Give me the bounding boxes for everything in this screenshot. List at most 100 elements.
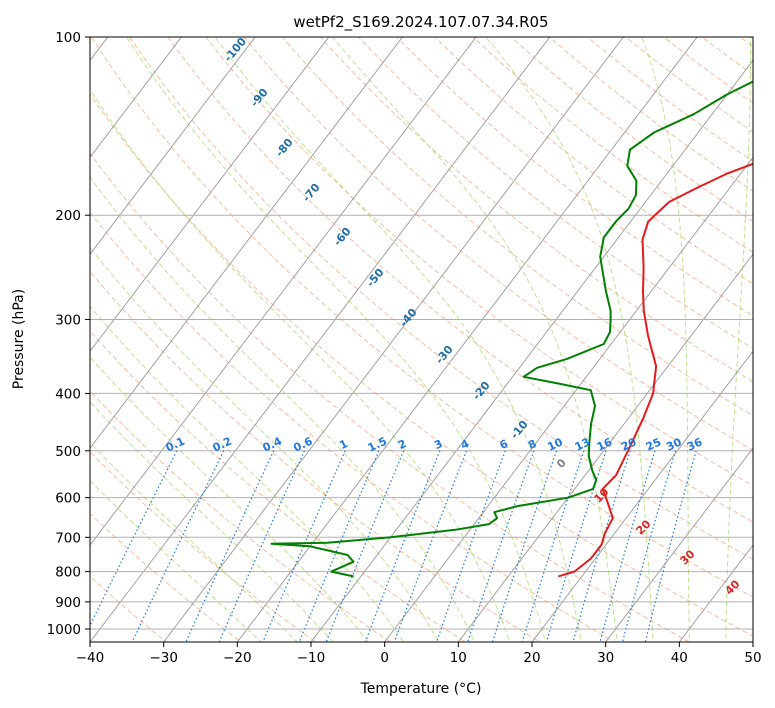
dry-adiabat-label: -90: [248, 86, 271, 110]
dry-adiabat-line: [90, 451, 317, 642]
x-tick-label: 30: [597, 650, 614, 666]
moist-adiabat-line: [90, 480, 262, 642]
isotherm-line: [90, 37, 330, 352]
y-tick-label: 300: [55, 313, 81, 329]
moist-adiabat-line: [725, 37, 751, 642]
mixing-ratio-label: 3: [432, 437, 444, 452]
moist-adiabat-line: [485, 37, 654, 642]
mixing-ratio-label: 1.5: [366, 435, 389, 455]
isotherm-line: [90, 37, 404, 449]
mixing-ratio-label: 20: [619, 435, 639, 453]
isotherm-line: [90, 37, 256, 256]
moist-adiabat-label: 0: [554, 456, 569, 471]
x-tick-label: 40: [671, 650, 688, 666]
isotherm-line: [605, 447, 753, 642]
mixing-ratio-line: [572, 450, 631, 642]
mixing-ratio-line: [644, 450, 697, 642]
y-tick-label: 900: [55, 595, 81, 611]
isotherm-line: [678, 544, 753, 642]
y-tick-label: 500: [55, 444, 81, 460]
moist-adiabat-line: [90, 176, 475, 642]
isotherm-line: [163, 37, 625, 642]
x-tick-label: −10: [297, 650, 326, 666]
profile-lines: [270, 80, 753, 578]
dry-adiabat-line: [281, 37, 753, 417]
isotherm-line: [90, 37, 551, 642]
isotherm-line: [310, 59, 753, 642]
x-tick-label: 20: [523, 650, 540, 666]
y-tick-label: 400: [55, 386, 81, 402]
moist-adiabat-line: [331, 37, 618, 642]
moist-adiabat-line: [126, 37, 546, 642]
dry-adiabat-line: [90, 93, 753, 637]
dry-adiabat-line: [90, 330, 467, 642]
mixing-ratio-line: [185, 450, 275, 642]
moist-adiabat-line: [90, 305, 405, 642]
mixing-ratio-label: 1: [337, 437, 349, 452]
y-tick-label: 800: [55, 565, 81, 581]
dry-adiabat-line: [90, 512, 242, 642]
dry-adiabat-line: [586, 37, 753, 162]
plot-frame: [89, 36, 754, 643]
line-labels: 0.1 0.2 0.4 0.6 1 1.5 2 3 4 6 8 10 13 16 20 25 30 36-100-…: [164, 35, 743, 598]
dry-adiabat-line: [510, 37, 753, 223]
isotherm-line: [531, 350, 753, 642]
dry-adiabat-line: [90, 211, 616, 642]
dry-adiabat-label: -30: [433, 343, 456, 367]
x-tick-label: 50: [744, 650, 761, 666]
mixing-ratio-label: 36: [685, 435, 705, 453]
dry-adiabat-line: [205, 37, 753, 487]
x-tick-label: 0: [380, 650, 389, 666]
mixing-ratio-line: [262, 450, 346, 642]
mixing-ratio-label: 0.1: [164, 435, 187, 455]
dry-adiabat-line: [472, 37, 753, 254]
dry-adiabat-label: -70: [300, 181, 323, 205]
mixing-ratio-line: [393, 450, 468, 642]
dry-adiabat-line: [319, 37, 753, 383]
dry-adiabat-line: [90, 152, 691, 642]
dry-adiabat-line: [760, 24, 775, 654]
temperature-profile-line: [558, 162, 753, 578]
moist-adiabat-line: [90, 356, 370, 642]
y-tick-label: 1000: [47, 622, 81, 638]
dry-adiabat-line: [128, 37, 753, 560]
mixing-ratio-line: [467, 450, 535, 642]
dry-adiabat-line: [434, 37, 753, 285]
dry-adiabat-line: [395, 37, 753, 317]
dewpoint-profile-line: [270, 80, 753, 578]
dry-adiabat-line: [357, 37, 753, 349]
dry-adiabat-line: [90, 37, 753, 598]
x-tick-label: −20: [223, 650, 252, 666]
mixing-ratio-label: 13: [573, 436, 592, 454]
mixing-ratio-line: [325, 450, 405, 642]
isotherm-line: [236, 37, 698, 642]
moist-adiabat-label: 20: [634, 517, 654, 537]
mixing-ratio-label: 2: [396, 437, 408, 452]
isotherm-line: [90, 37, 183, 159]
mixing-ratio-line: [131, 450, 225, 642]
mixing-ratio-line: [90, 450, 178, 627]
dry-adiabat-line: [739, 37, 753, 48]
dry-adiabat-line: [90, 270, 541, 642]
mixing-ratio-label: 16: [595, 435, 615, 453]
x-tick-label: −40: [76, 650, 105, 666]
mixing-ratio-label: 25: [644, 436, 663, 454]
isotherm-line: [457, 253, 753, 642]
mixing-ratio-label: 0.4: [261, 434, 284, 454]
mixing-ratio-line: [435, 450, 506, 642]
isotherm-line: [752, 641, 753, 642]
moist-adiabat-line: [90, 401, 334, 642]
y-tick-label: 200: [55, 208, 81, 224]
y-tick-label: 600: [55, 491, 81, 507]
mixing-ratio-line: [364, 450, 441, 642]
dry-adiabat-line: [701, 37, 753, 76]
mixing-ratio-line: [218, 450, 306, 642]
moist-adiabat-line: [90, 88, 511, 642]
y-axis-label: Pressure (hPa): [11, 289, 27, 389]
mixing-ratio-label: 30: [664, 435, 684, 453]
mixing-ratio-line: [621, 450, 677, 642]
mixing-ratio-line: [298, 450, 380, 642]
x-tick-label: −30: [149, 650, 178, 666]
x-tick-label: 10: [450, 650, 467, 666]
